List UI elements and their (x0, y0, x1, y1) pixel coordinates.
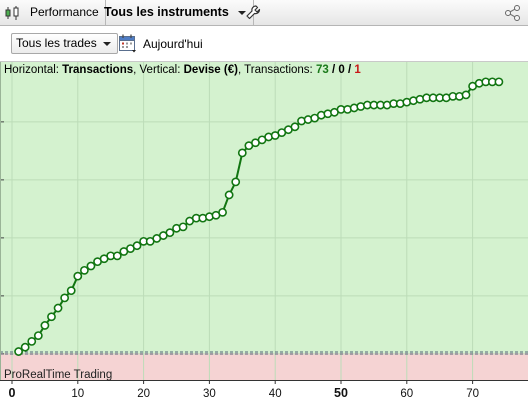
data-point (47, 312, 56, 322)
transactions-losing: 1 (354, 64, 361, 76)
horizontal-label: Horizontal: (4, 64, 63, 76)
data-point (66, 286, 76, 296)
instruments-dropdown-label: Tous les instruments (104, 5, 229, 19)
separator: / (344, 64, 355, 76)
data-point (132, 241, 142, 251)
chevron-down-icon (102, 42, 111, 46)
loss-zone (0, 353, 528, 380)
horizontal-value: Transactions (62, 64, 134, 76)
transactions-neutral: 0 (338, 64, 345, 76)
transactions-label: , Transactions: (237, 64, 316, 76)
data-point (27, 336, 37, 346)
x-tick-label: 70 (466, 388, 479, 400)
equity-chart: 0 10 20 30 40 50 60 70 (0, 62, 528, 403)
x-tick-label: 50 (334, 386, 348, 400)
calendar-icon[interactable] (118, 33, 138, 53)
x-tick-label: 40 (269, 388, 282, 400)
data-point (461, 90, 471, 100)
data-point (218, 207, 227, 217)
tab-bar: Performance Tous les instruments (0, 0, 528, 26)
data-point (40, 321, 50, 330)
x-tick-label: 30 (203, 388, 216, 400)
x-tick-label: 60 (400, 388, 413, 400)
toolbar: Tous les trades Aujourd'hui (0, 26, 528, 62)
instruments-dropdown[interactable]: Tous les instruments (98, 0, 254, 25)
wrench-icon[interactable] (245, 4, 261, 22)
data-point (165, 228, 175, 238)
data-point (290, 122, 300, 132)
data-point (86, 261, 96, 271)
trades-filter-select[interactable]: Tous les trades (11, 33, 118, 54)
data-point (178, 222, 188, 232)
data-point (237, 148, 247, 158)
data-point (231, 177, 241, 187)
vertical-value: Devise (€) (183, 64, 238, 76)
today-button[interactable]: Aujourd'hui (143, 37, 203, 51)
profit-zone (0, 62, 528, 353)
chart-candles-icon (5, 6, 19, 20)
data-point (494, 77, 504, 87)
x-tick-label: 20 (137, 388, 150, 400)
data-point (112, 251, 122, 261)
data-point (60, 293, 70, 303)
chart-info-line: Horizontal: Transactions, Vertical: Devi… (4, 64, 361, 76)
data-point (20, 342, 30, 352)
x-axis-strip (0, 380, 528, 403)
x-tick-label: 0 (9, 386, 16, 400)
data-point (53, 303, 63, 313)
share-icon[interactable] (504, 4, 522, 22)
brand-label: ProRealTime Trading (4, 369, 113, 381)
x-tick-label: 10 (71, 388, 84, 400)
transactions-total: 73 (315, 64, 329, 76)
chevron-down-icon (237, 11, 246, 15)
tab-performance[interactable]: Performance (24, 0, 106, 25)
data-point (33, 331, 43, 340)
separator: / (328, 64, 339, 76)
data-point (14, 347, 23, 356)
data-point (73, 271, 83, 281)
trades-filter-value: Tous les trades (16, 36, 97, 50)
vertical-label: , Vertical: (133, 64, 184, 76)
data-point (224, 190, 234, 200)
data-point (79, 265, 89, 275)
